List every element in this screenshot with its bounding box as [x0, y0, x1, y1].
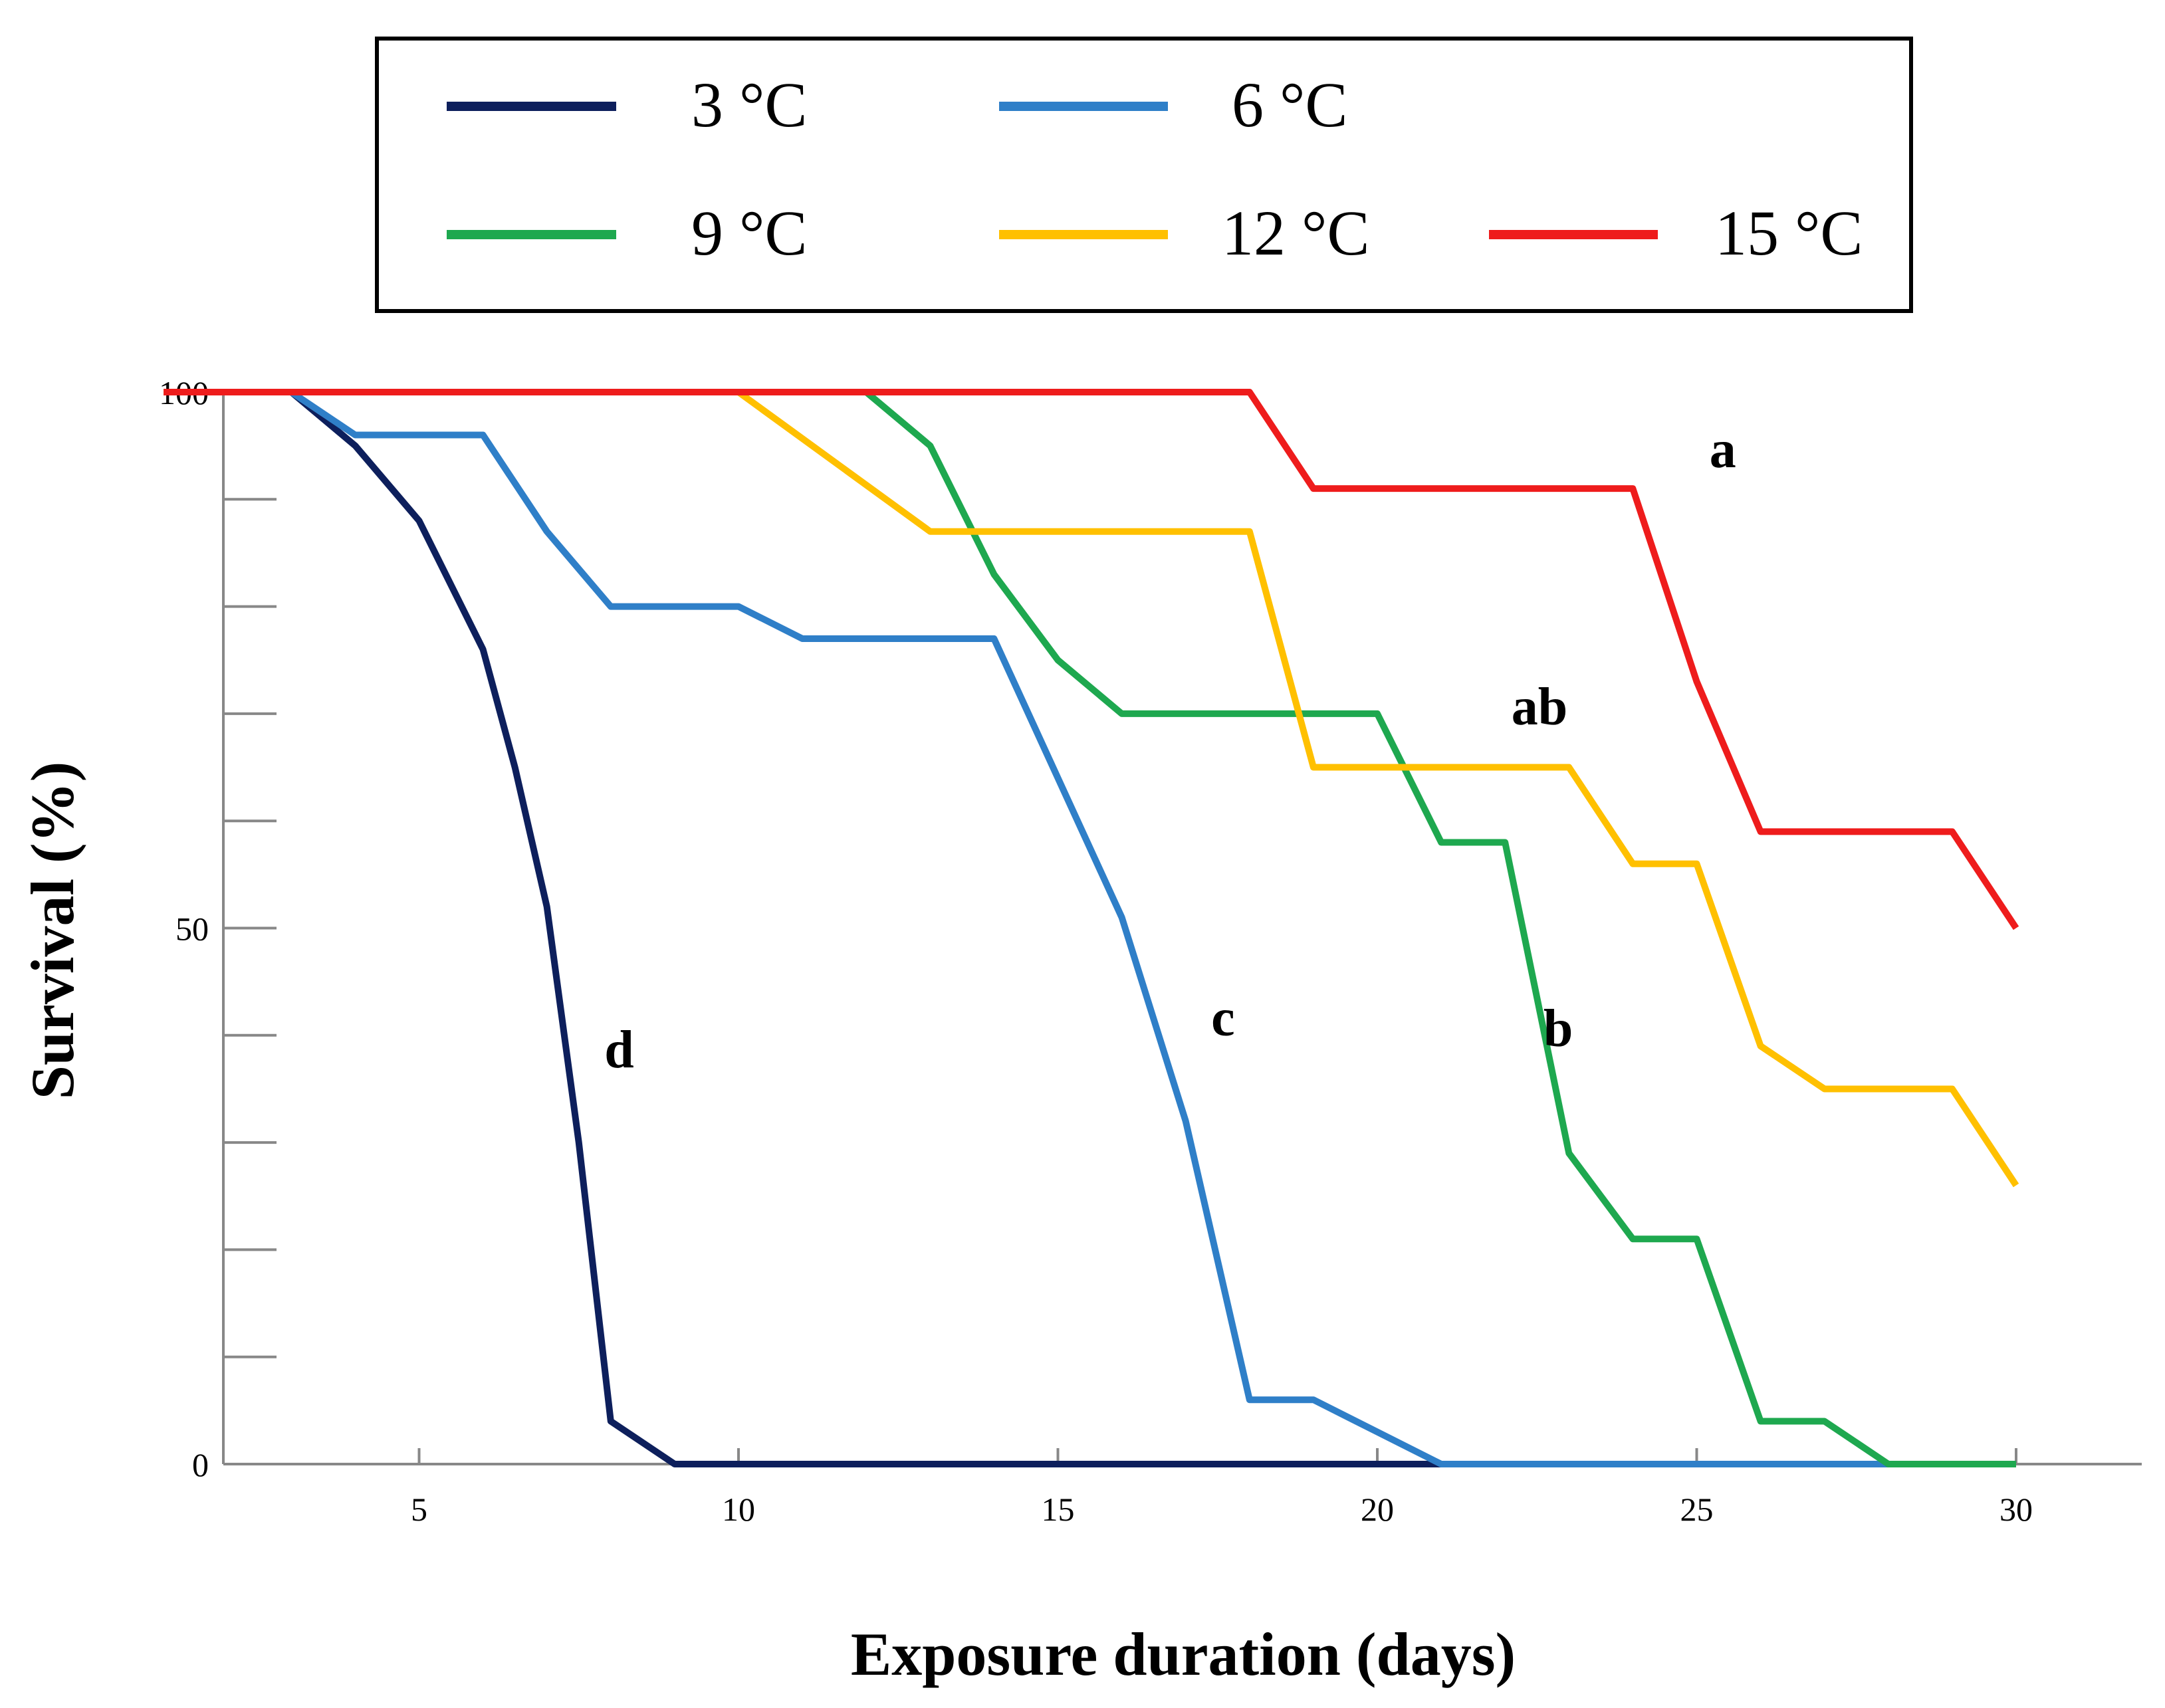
legend-item-6c: 6 °C	[999, 69, 1347, 140]
legend-item-15c: 15 °C	[1489, 197, 1863, 268]
series-line-12c	[164, 389, 2019, 1188]
x-tick-label-25: 25	[1680, 1491, 1714, 1528]
x-ticks: 5 10 15 20 25 30	[411, 1448, 2033, 1528]
legend-label-3c: 3 °C	[691, 69, 807, 140]
series-line-15c	[164, 389, 2019, 930]
x-tick-label-15: 15	[1042, 1491, 1075, 1528]
series-letter-15c: a	[1710, 421, 1736, 479]
legend-label-12c: 12 °C	[1222, 197, 1369, 268]
series-letter-3c: d	[604, 1021, 634, 1079]
legend-item-3c: 3 °C	[447, 69, 807, 140]
series-letter-9c: b	[1543, 1000, 1573, 1058]
y-axis-title: Survival (%)	[19, 762, 86, 1100]
x-tick-label-30: 30	[1999, 1491, 2033, 1528]
legend-box	[375, 37, 1913, 313]
legend: 3 °C 6 °C 9 °C 12 °C 15 °C	[375, 37, 1913, 313]
series-letter-6c: c	[1211, 989, 1235, 1047]
x-tick-label-5: 5	[411, 1491, 427, 1528]
y-tick-label-50: 50	[175, 910, 209, 948]
legend-item-9c: 9 °C	[447, 197, 807, 268]
series-line-6c	[164, 389, 2016, 1467]
series-line-9c	[164, 389, 2016, 1467]
legend-item-12c: 12 °C	[999, 197, 1369, 268]
series-line-3c	[164, 389, 2016, 1467]
legend-label-9c: 9 °C	[691, 197, 807, 268]
x-tick-label-10: 10	[722, 1491, 755, 1528]
x-tick-label-20: 20	[1361, 1491, 1394, 1528]
series-letters: d c b ab a	[604, 421, 1736, 1079]
x-axis-title: Exposure duration (days)	[851, 1620, 1516, 1688]
series-lines	[164, 389, 2019, 1467]
legend-label-15c: 15 °C	[1715, 197, 1863, 268]
y-tick-label-0: 0	[192, 1446, 209, 1483]
legend-label-6c: 6 °C	[1232, 69, 1347, 140]
series-letter-12c: ab	[1512, 678, 1568, 736]
